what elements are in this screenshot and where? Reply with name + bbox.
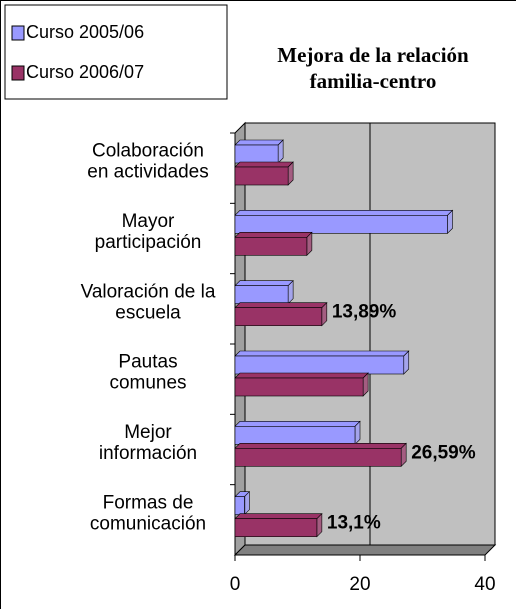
bar	[235, 162, 293, 185]
bar	[235, 210, 453, 233]
bar-front	[235, 519, 317, 537]
value-label: 26,59%	[411, 442, 476, 463]
bar	[235, 140, 283, 163]
bar-front	[235, 215, 448, 233]
bar-top	[235, 303, 327, 308]
bar	[235, 514, 322, 537]
bar	[235, 373, 368, 396]
bar-front	[235, 378, 363, 396]
bar-top	[235, 351, 409, 356]
bar-top	[235, 210, 453, 215]
bar-front	[235, 448, 401, 466]
x-tick-label: 20	[349, 574, 370, 595]
bar-front	[235, 286, 288, 304]
side-wall	[235, 123, 245, 555]
bar-front	[235, 308, 322, 326]
bar-top	[235, 514, 322, 519]
bar	[235, 421, 360, 444]
legend-swatch	[12, 26, 24, 40]
bar-top	[235, 421, 360, 426]
floor	[235, 545, 495, 555]
bar	[235, 492, 249, 515]
bar-front	[235, 356, 404, 374]
bar	[235, 281, 293, 304]
bar-top	[235, 162, 293, 167]
bar-top	[235, 373, 368, 378]
legend-label: Curso 2005/06	[26, 22, 144, 42]
value-label: 13,89%	[332, 302, 397, 323]
bar-front	[235, 145, 278, 163]
bar-front	[235, 426, 355, 444]
legend-box	[5, 5, 227, 99]
bar-front	[235, 237, 307, 255]
legend-label: Curso 2006/07	[26, 62, 144, 82]
bar-top	[235, 232, 312, 237]
bar	[235, 351, 409, 374]
bar-top	[235, 281, 293, 286]
x-tick-label: 0	[230, 574, 241, 595]
bar-top	[235, 443, 406, 448]
legend-swatch	[12, 66, 24, 80]
value-label: 13,1%	[327, 513, 381, 534]
bar-front	[235, 167, 288, 185]
x-tick-label: 40	[474, 574, 495, 595]
bar-front	[235, 497, 244, 515]
bar	[235, 303, 327, 326]
bar-top	[235, 140, 283, 145]
bar	[235, 443, 406, 466]
bar	[235, 232, 312, 255]
